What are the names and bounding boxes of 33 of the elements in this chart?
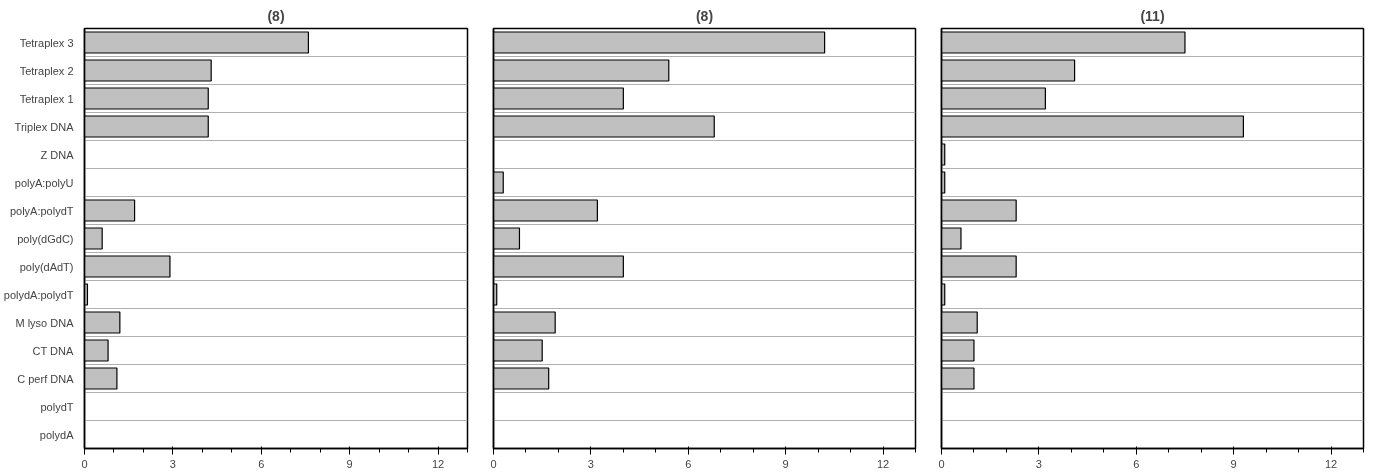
x-tick-label: 0: [938, 457, 945, 470]
y-tick-label: M lyso DNA: [15, 316, 75, 329]
x-tick-label: 6: [1133, 457, 1140, 470]
y-tick-label: polyA:polyU: [14, 176, 74, 189]
x-tick-label: 9: [782, 457, 789, 470]
y-tick-label: Tetraplex 1: [19, 92, 74, 105]
x-tick-label: 12: [876, 457, 890, 470]
x-tick-label: 3: [1035, 457, 1042, 470]
y-tick-label: Triplex DNA: [14, 120, 75, 133]
chart-title: (8): [267, 7, 285, 24]
y-tick-label: C perf DNA: [17, 372, 75, 385]
y-tick-label: polyA:polydT: [9, 204, 74, 217]
x-tick-label: 6: [258, 457, 265, 470]
y-tick-label: polydA: [39, 428, 75, 441]
y-tick-label: CT DNA: [32, 344, 74, 357]
x-tick-label: 0: [490, 457, 497, 470]
y-tick-label: poly(dAdT): [19, 260, 74, 273]
x-tick-label: 3: [169, 457, 176, 470]
x-tick-label: 3: [587, 457, 594, 470]
x-tick-label: 0: [81, 457, 88, 470]
x-tick-label: 9: [346, 457, 353, 470]
y-tick-label: Tetraplex 3: [19, 36, 74, 49]
y-tick-label: poly(dGdC): [17, 232, 74, 245]
chart-title: (11): [1140, 7, 1165, 24]
y-tick-label: polydT: [40, 400, 74, 413]
x-tick-label: 9: [1230, 457, 1237, 470]
x-tick-label: 12: [431, 457, 445, 470]
x-tick-label: 12: [1324, 457, 1338, 470]
y-tick-label: Z DNA: [40, 148, 75, 161]
y-tick-label: polydA:polydT: [3, 288, 74, 301]
chart-title: (8): [695, 7, 714, 24]
y-tick-label: Tetraplex 2: [19, 64, 74, 77]
x-tick-label: 6: [685, 457, 692, 470]
